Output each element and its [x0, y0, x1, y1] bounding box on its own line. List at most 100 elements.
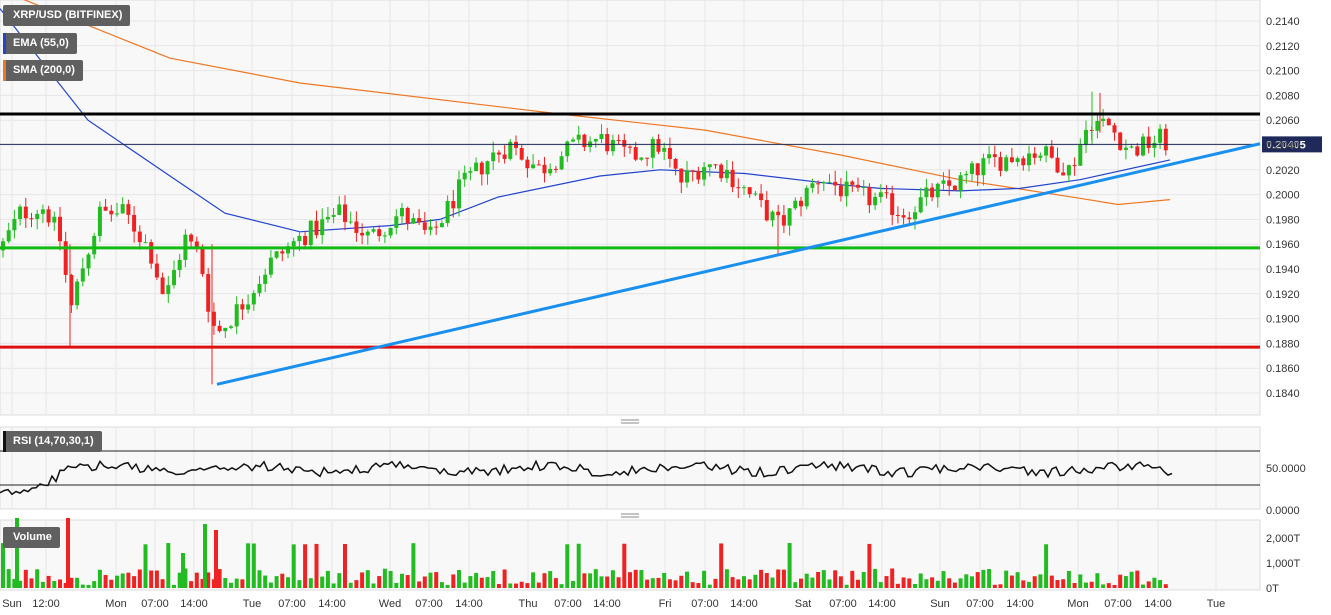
volume-bar [348, 582, 353, 588]
volume-bar [343, 543, 347, 588]
candle [679, 168, 684, 194]
volume-bar [941, 571, 946, 588]
volume-bar [1158, 580, 1163, 588]
price-tick-label: 0.2020 [1266, 165, 1300, 177]
symbol-legend[interactable]: XRP/USD (BITFINEX) [3, 5, 131, 26]
volume-legend[interactable]: Volume [3, 527, 60, 548]
volume-bar [274, 576, 279, 588]
candle [58, 207, 62, 251]
panel-resize-handle[interactable] [621, 419, 639, 424]
rsi-legend[interactable]: RSI (14,70,30,1) [3, 431, 102, 452]
volume-bar [867, 543, 872, 588]
candle [850, 180, 855, 193]
volume-bar [753, 574, 758, 588]
volume-bar [878, 582, 883, 588]
volume-bar [622, 543, 627, 588]
volume-bar [958, 578, 963, 588]
volume-bar [599, 576, 604, 588]
candle [206, 267, 211, 323]
candle [952, 184, 957, 192]
volume-bar [417, 581, 422, 588]
volume-bar [531, 572, 536, 588]
candle [400, 203, 404, 224]
candle [428, 219, 433, 236]
candle [166, 275, 171, 303]
volume-bar [1163, 584, 1168, 588]
candle [1078, 138, 1083, 167]
candle [536, 159, 541, 166]
time-tick-label: 07:00 [554, 598, 582, 610]
candle [286, 242, 290, 259]
time-tick-label: 07:00 [691, 598, 719, 610]
candle [907, 211, 912, 225]
candle [462, 165, 467, 187]
volume-bar [536, 582, 541, 588]
volume-bar [268, 582, 273, 588]
volume-bar [696, 583, 701, 588]
volume-bar [422, 576, 427, 588]
price-tick-label: 0.1860 [1266, 363, 1300, 375]
candle [690, 169, 695, 182]
candle [759, 184, 764, 208]
volume-bar [998, 584, 1003, 588]
candle [234, 296, 239, 335]
volume-bar [63, 583, 68, 588]
time-tick-label: 12:00 [32, 598, 60, 610]
ascending-trendline[interactable] [216, 142, 1261, 386]
volume-bar [1066, 570, 1071, 588]
volume-bar [365, 570, 370, 588]
time-tick-label: 14:00 [868, 598, 896, 610]
candle [445, 195, 450, 227]
volume-bar [576, 543, 581, 588]
candle [377, 225, 382, 242]
time-tick-label: 14:00 [730, 598, 758, 610]
volume-tick-label: 1,000T [1266, 558, 1301, 570]
candle [52, 211, 57, 231]
volume-bar [1009, 575, 1014, 588]
candle [981, 153, 986, 186]
volume-bar [1084, 582, 1088, 588]
price-tick-label: 0.1900 [1266, 314, 1300, 326]
volume-bar [211, 579, 216, 588]
volume-bar [251, 543, 256, 588]
volume-bar [730, 577, 735, 588]
candle [143, 234, 148, 244]
candle [707, 164, 712, 177]
rsi-line [0, 459, 1173, 496]
volume-bar [1078, 574, 1083, 588]
volume-bar [736, 579, 741, 588]
candle [348, 211, 353, 225]
candle [628, 145, 632, 154]
current-price-label: 0.20405 [1266, 139, 1306, 151]
candle [975, 163, 980, 187]
candle [479, 160, 484, 186]
candle [132, 206, 137, 243]
volume-bar [930, 577, 935, 588]
ema-path [0, 8, 1171, 233]
candle [86, 252, 91, 276]
volume-bar [40, 581, 45, 588]
candle [18, 204, 23, 226]
sma-legend[interactable]: SMA (200,0) [3, 60, 83, 81]
price-tick-label: 0.2140 [1266, 16, 1300, 28]
volume-bar [1015, 572, 1020, 588]
volume-bar [206, 572, 211, 588]
candle [439, 220, 444, 228]
candle [1112, 122, 1117, 141]
panel-resize-handle[interactable] [621, 513, 639, 518]
time-tick-label: 07:00 [415, 598, 443, 610]
volume-bar [588, 573, 593, 588]
ema-legend[interactable]: EMA (55,0) [3, 33, 77, 54]
candle [308, 220, 313, 250]
volume-bar [12, 578, 17, 588]
candle [650, 136, 655, 169]
volume-bar [952, 582, 957, 588]
volume-bar [115, 575, 119, 588]
candle [263, 268, 268, 293]
volume-bar [508, 583, 513, 588]
candle [918, 187, 923, 214]
candle [1021, 155, 1026, 171]
time-tick-label: Sat [795, 598, 812, 610]
candle [992, 145, 997, 168]
